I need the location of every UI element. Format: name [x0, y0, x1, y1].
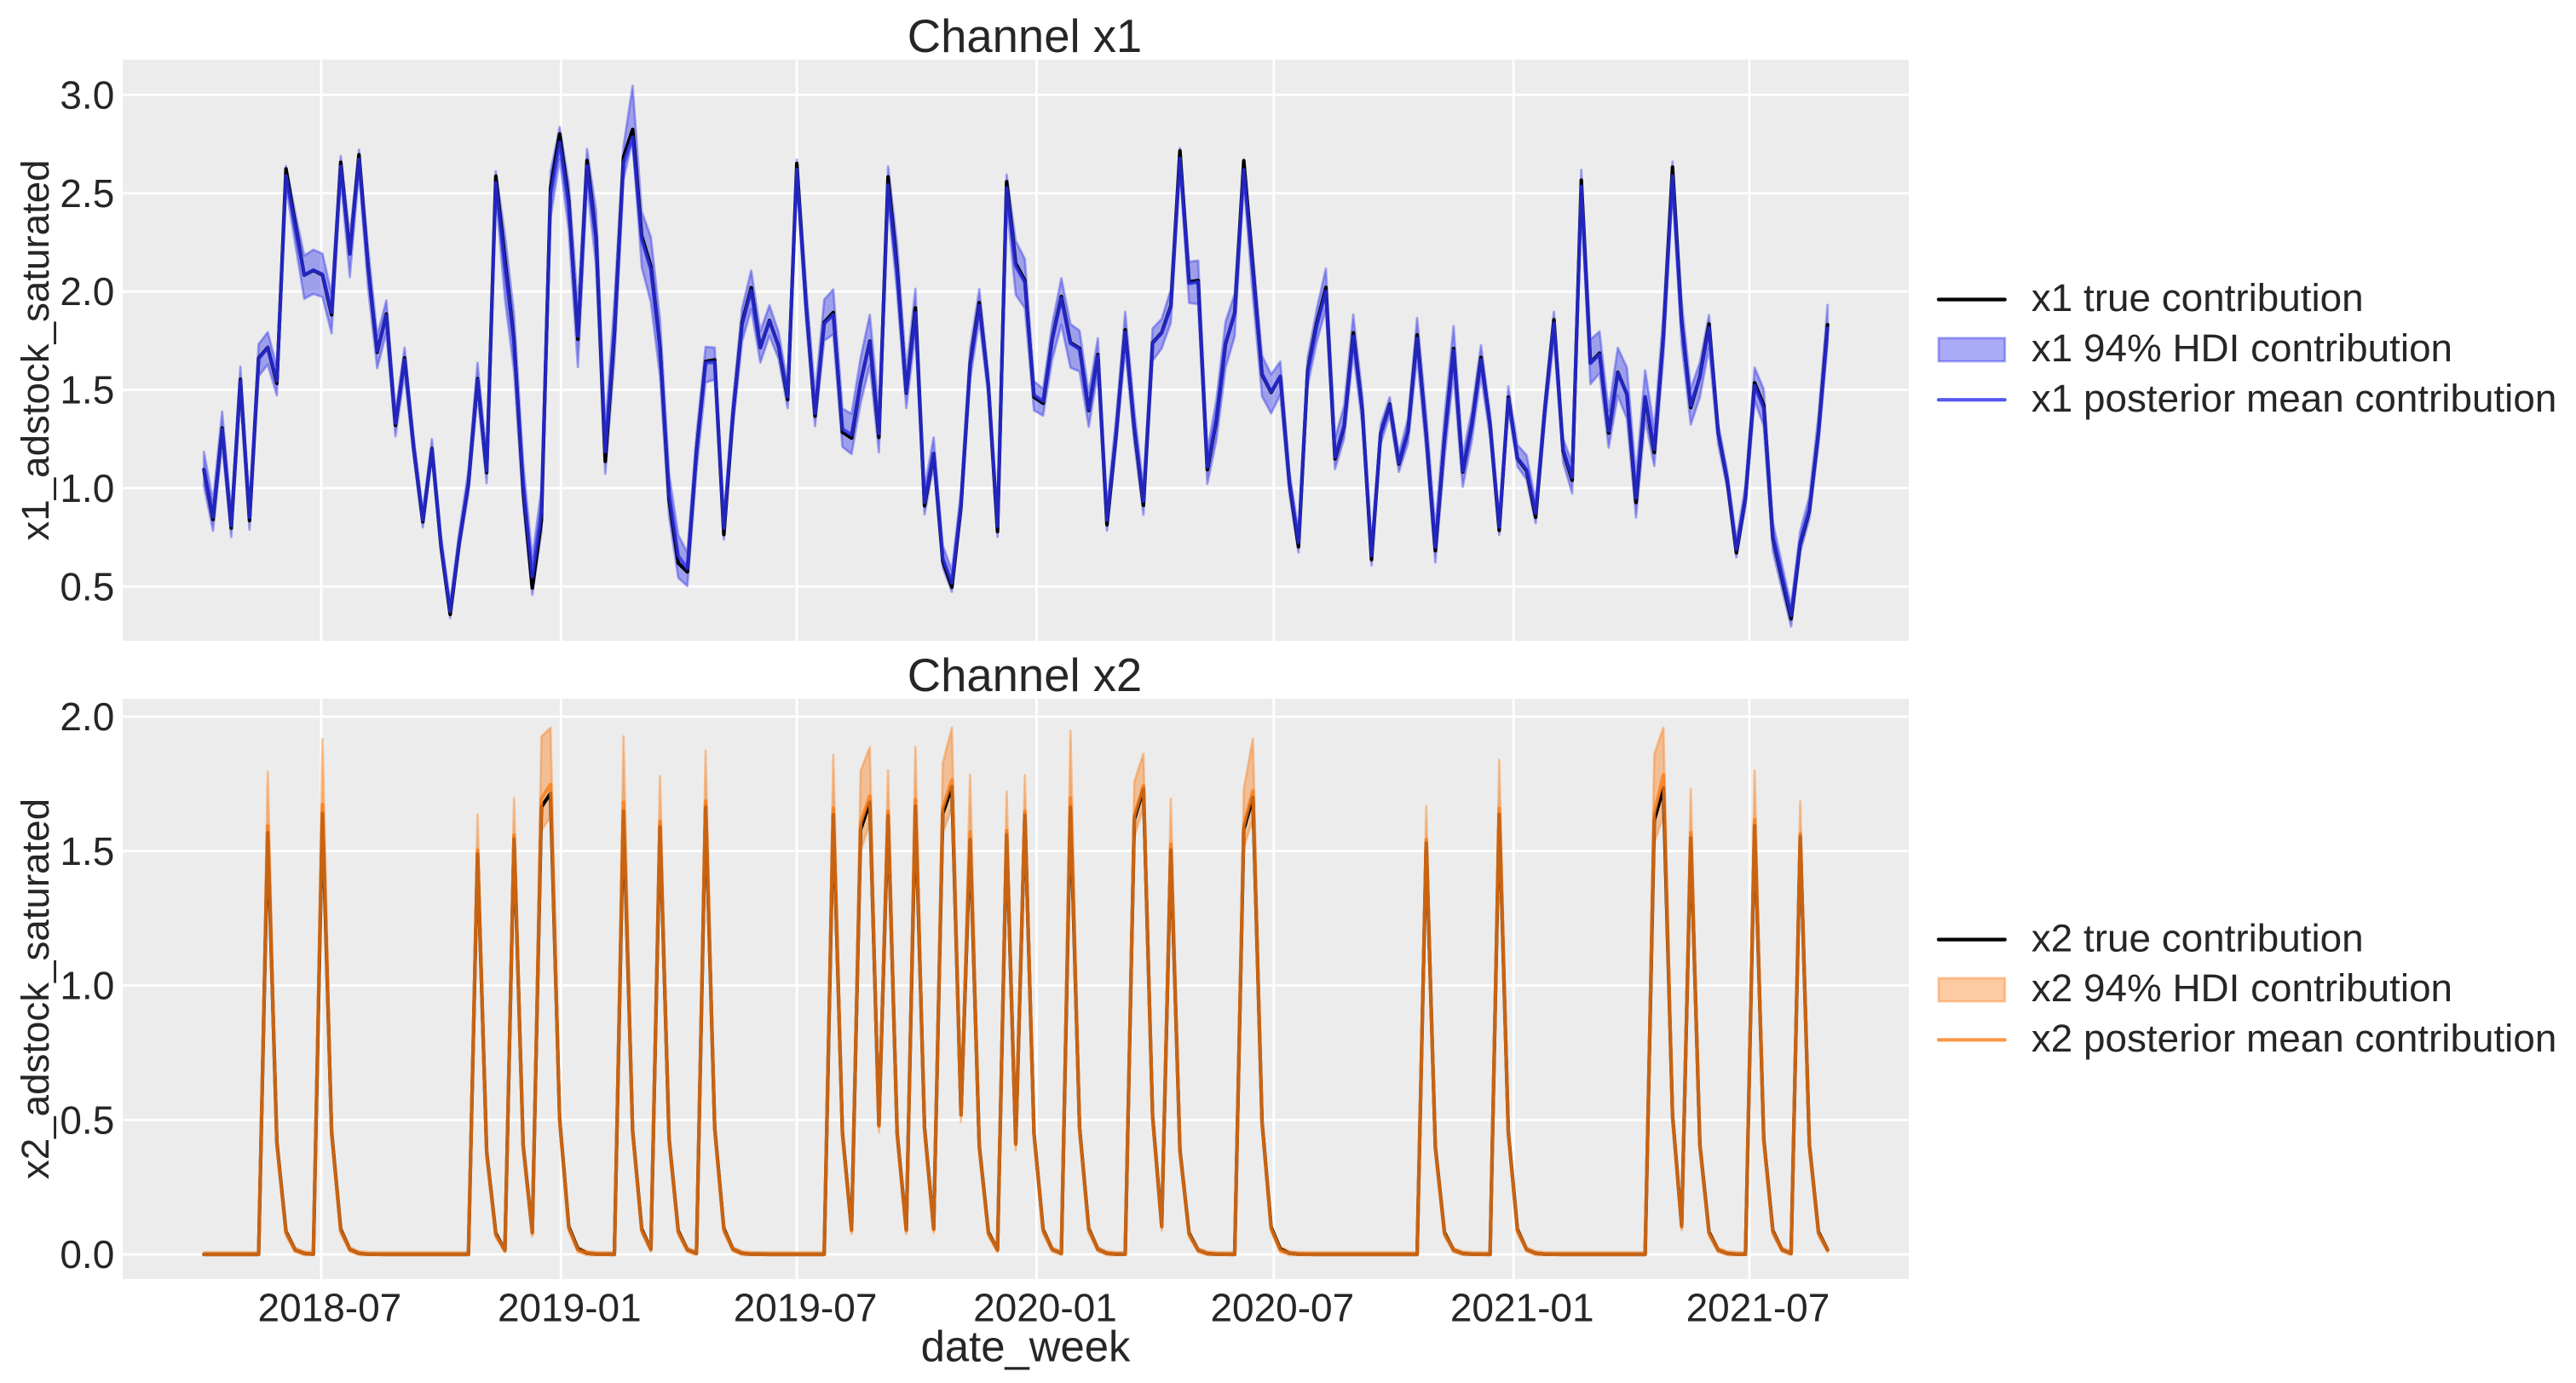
svg-text:1.0: 1.0 — [60, 466, 114, 510]
svg-text:2018-07: 2018-07 — [258, 1286, 402, 1330]
svg-text:2019-01: 2019-01 — [498, 1286, 642, 1330]
svg-text:Channel x1: Channel x1 — [908, 10, 1142, 62]
svg-text:1.5: 1.5 — [60, 368, 114, 412]
svg-text:2021-01: 2021-01 — [1450, 1286, 1594, 1330]
svg-text:1.5: 1.5 — [60, 829, 114, 873]
svg-text:x1 94% HDI contribution: x1 94% HDI contribution — [2031, 326, 2452, 370]
svg-text:x2_adstock_saturated: x2_adstock_saturated — [14, 798, 57, 1179]
svg-text:x1_adstock_saturated: x1_adstock_saturated — [14, 159, 57, 540]
svg-text:2020-01: 2020-01 — [973, 1286, 1117, 1330]
svg-text:x1 true contribution: x1 true contribution — [2031, 276, 2364, 320]
svg-text:2.0: 2.0 — [60, 694, 114, 739]
svg-text:2.5: 2.5 — [60, 171, 114, 216]
svg-text:x2 posterior mean contribution: x2 posterior mean contribution — [2031, 1017, 2556, 1060]
svg-text:2.0: 2.0 — [60, 269, 114, 314]
svg-text:0.5: 0.5 — [60, 564, 114, 608]
svg-text:0.5: 0.5 — [60, 1098, 114, 1142]
svg-text:0.0: 0.0 — [60, 1232, 114, 1276]
svg-text:3.0: 3.0 — [60, 72, 114, 117]
svg-text:x2 94% HDI contribution: x2 94% HDI contribution — [2031, 966, 2452, 1010]
svg-text:x2 true contribution: x2 true contribution — [2031, 916, 2364, 959]
svg-text:Channel x2: Channel x2 — [908, 649, 1142, 701]
svg-text:2021-07: 2021-07 — [1686, 1286, 1830, 1330]
svg-text:2019-07: 2019-07 — [734, 1286, 878, 1330]
svg-text:2020-07: 2020-07 — [1210, 1286, 1354, 1330]
svg-text:x1 posterior mean contribution: x1 posterior mean contribution — [2031, 377, 2556, 420]
svg-text:date_week: date_week — [921, 1322, 1131, 1370]
svg-text:1.0: 1.0 — [60, 964, 114, 1008]
